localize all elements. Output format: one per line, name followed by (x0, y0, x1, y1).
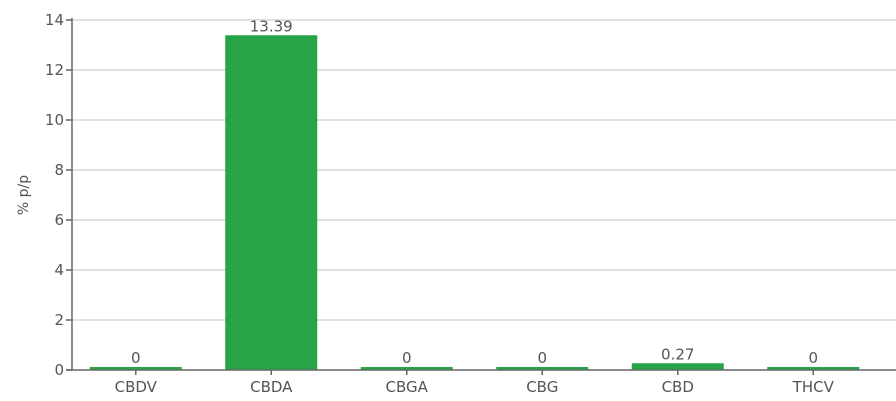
x-tick-label: CBD (662, 378, 694, 396)
data-label: 0 (808, 349, 818, 367)
data-label: 0 (131, 349, 141, 367)
y-tick-label: 10 (45, 111, 64, 129)
bar-thcv (767, 367, 860, 370)
y-tick-label: 12 (45, 61, 64, 79)
x-tick-label: THCV (792, 378, 835, 396)
gridlines (72, 19, 896, 321)
x-tick-label: CBG (526, 378, 558, 396)
y-tick-label: 2 (54, 311, 64, 329)
x-tick-label: CBGA (386, 378, 429, 396)
data-label: 0 (537, 349, 547, 367)
data-label: 13.39 (250, 17, 293, 35)
bars (89, 35, 860, 370)
labels: 0 2 4 6 8 10 12 14 0 CBDV 13.39 CBDA 0 CBGA 0 CBG 0.27 CB… (45, 11, 835, 396)
x-tick-label: CBDA (250, 378, 293, 396)
bar-cbdv (89, 367, 182, 370)
bar-cbga (360, 367, 453, 370)
data-label: 0.27 (661, 345, 694, 363)
bar-cbd (631, 363, 724, 370)
axes (66, 18, 896, 375)
y-tick-label: 8 (54, 161, 64, 179)
bar-cbda (225, 35, 318, 370)
y-tick-label: 6 (54, 211, 64, 229)
y-axis-title: % p/p (16, 175, 32, 215)
x-tick-label: CBDV (115, 378, 158, 396)
y-tick-label: 4 (54, 261, 64, 279)
bar-cbg (496, 367, 589, 370)
y-tick-label: 0 (54, 361, 64, 379)
y-tick-label: 14 (45, 11, 64, 29)
data-label: 0 (402, 349, 412, 367)
